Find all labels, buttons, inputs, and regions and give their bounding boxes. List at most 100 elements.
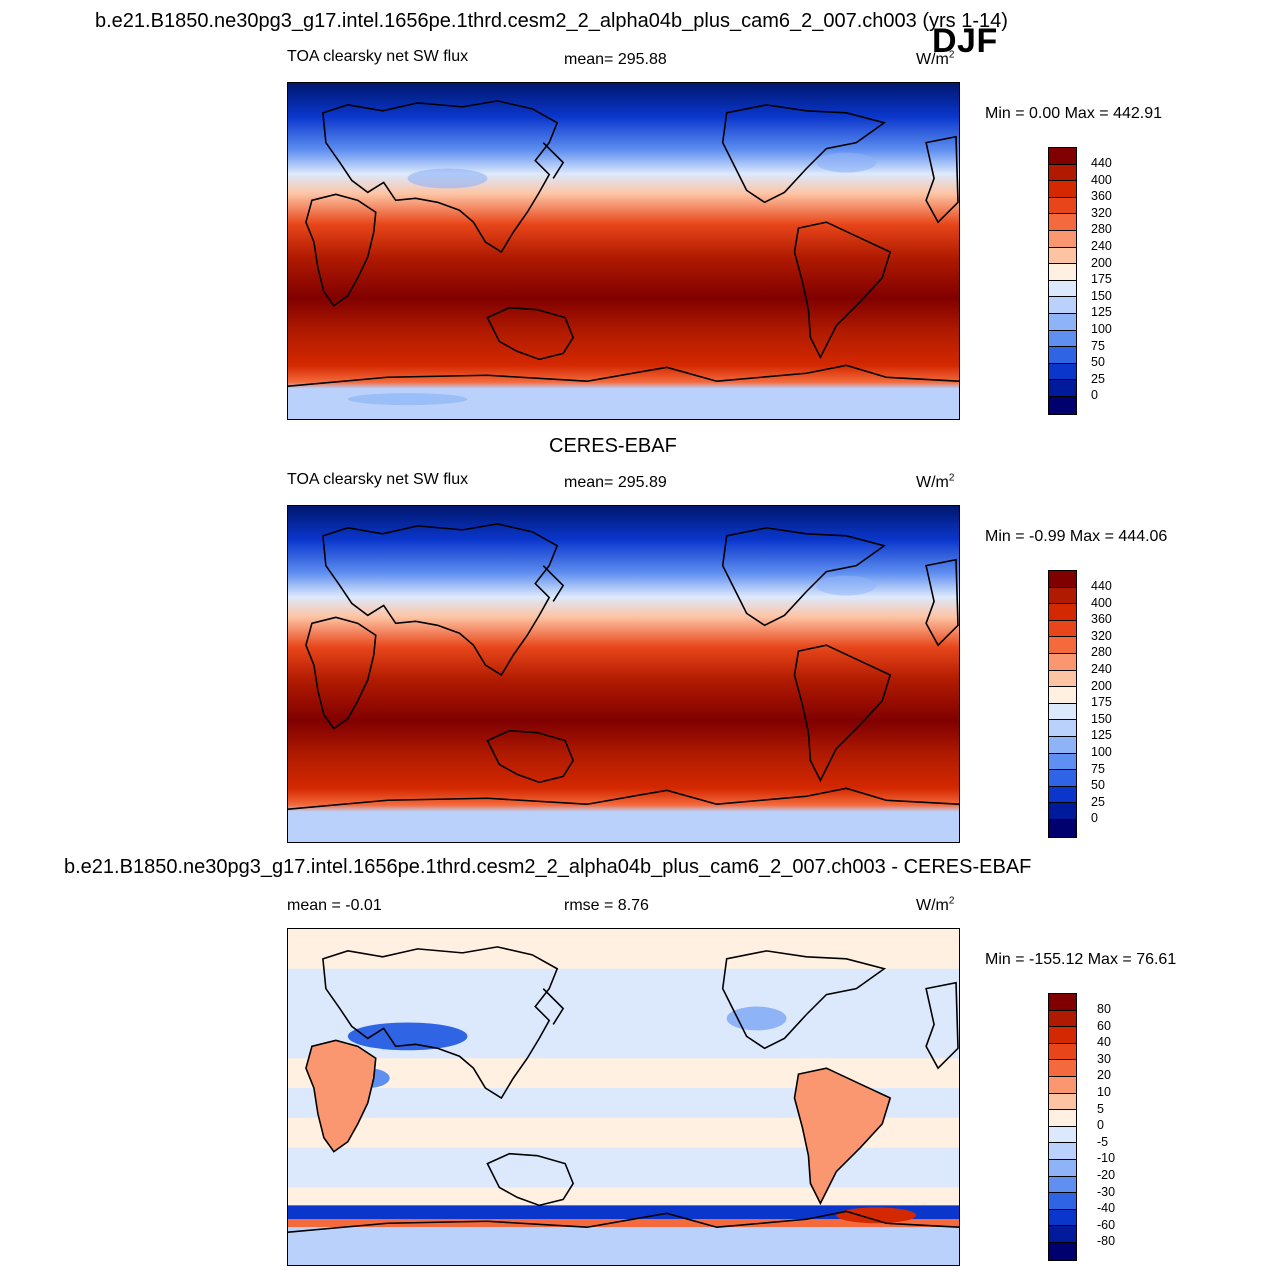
colorbar-tick-label: 75: [1091, 338, 1105, 353]
colorbar-swatch: [1049, 1043, 1076, 1061]
colorbar-tick-label: -60: [1097, 1217, 1116, 1232]
colorbar-swatch: [1049, 687, 1076, 704]
colorbar-swatch: [1049, 786, 1076, 804]
colorbar-tick-label: 175: [1091, 272, 1112, 287]
colorbar-swatch: [1049, 197, 1076, 215]
colorbar-swatch: [1049, 1076, 1076, 1094]
season-label: DJF: [932, 22, 998, 60]
panel3-rmse: rmse = 8.76: [564, 897, 649, 914]
colorbar-tick-label: 40: [1097, 1035, 1111, 1050]
colorbar-swatch: [1049, 587, 1076, 605]
difference-map: [288, 929, 959, 1265]
colorbar-tick-label: -20: [1097, 1167, 1116, 1182]
colorbar-tick-label: 10: [1097, 1084, 1111, 1099]
colorbar-swatch: [1049, 1093, 1076, 1111]
panel1-map: [287, 82, 960, 420]
colorbar-swatch: [1049, 703, 1076, 721]
panel1-colorbar-labels: 440 400 360 320 280 240 200 175 150 125 100 75 50 25 0: [1091, 155, 1112, 404]
colorbar-tick-label: 360: [1091, 612, 1112, 627]
colorbar-swatch: [1049, 363, 1076, 381]
panel2-units: W/m2: [916, 472, 955, 491]
colorbar-swatch: [1049, 1143, 1076, 1160]
colorbar-tick-label: 100: [1091, 744, 1112, 759]
colorbar-tick-label: -5: [1097, 1134, 1109, 1149]
colorbar-tick-label: 25: [1091, 371, 1105, 386]
panel2-map: [287, 505, 960, 843]
colorbar-swatch: [1049, 720, 1076, 737]
colorbar-swatch: [1049, 994, 1076, 1011]
colorbar-tick-label: 320: [1091, 205, 1112, 220]
colorbar-tick-label: 125: [1091, 728, 1112, 743]
colorbar-tick-label: 200: [1091, 678, 1112, 693]
colorbar-swatch: [1049, 1010, 1076, 1028]
colorbar-tick-label: 280: [1091, 645, 1112, 660]
panel1-minmax: Min = 0.00 Max = 442.91: [985, 105, 1162, 122]
panel3-colorbar-labels: 80 60 40 30 20 10 5 0 -5 -10 -20 -30 -40 -60 -80: [1097, 1001, 1115, 1250]
colorbar-tick-label: 75: [1091, 761, 1105, 776]
panel3-minmax: Min = -155.12 Max = 76.61: [985, 951, 1177, 968]
run-title: b.e21.B1850.ne30pg3_g17.intel.1656pe.1th…: [95, 10, 1008, 32]
colorbar-tick-label: -30: [1097, 1184, 1116, 1199]
colorbar-tick-label: 280: [1091, 222, 1112, 237]
panel1-variable: TOA clearsky net SW flux: [287, 48, 469, 65]
colorbar-swatch: [1049, 753, 1076, 771]
panel2-colorbar: [1048, 570, 1077, 838]
colorbar-swatch: [1049, 247, 1076, 265]
colorbar-swatch: [1049, 330, 1076, 348]
colorbar-swatch: [1049, 1209, 1076, 1227]
panel2-minmax: Min = -0.99 Max = 444.06: [985, 528, 1168, 545]
colorbar-swatch: [1049, 819, 1076, 837]
colorbar-swatch: [1049, 1176, 1076, 1194]
colorbar-swatch: [1049, 653, 1076, 671]
colorbar-swatch: [1049, 604, 1076, 621]
panel2-variable: TOA clearsky net SW flux: [287, 471, 469, 488]
colorbar-swatch: [1049, 297, 1076, 314]
colorbar-swatch: [1049, 1027, 1076, 1044]
colorbar-tick-label: 320: [1091, 628, 1112, 643]
colorbar-tick-label: 440: [1091, 579, 1112, 593]
panel3-mean: mean = -0.01: [287, 897, 382, 914]
colorbar-tick-label: 150: [1091, 288, 1112, 303]
colorbar-tick-label: 200: [1091, 255, 1112, 270]
colorbar-tick-label: -80: [1097, 1234, 1116, 1249]
panel3-units: W/m2: [916, 895, 955, 914]
colorbar-swatch: [1049, 181, 1076, 198]
panel1-colorbar: [1048, 147, 1077, 415]
colorbar-swatch: [1049, 148, 1076, 165]
model-map: [288, 83, 959, 419]
panel2-mean: mean= 295.89: [564, 474, 667, 491]
colorbar-tick-label: 175: [1091, 695, 1112, 710]
panel2-dataset-title: CERES-EBAF: [549, 435, 677, 457]
colorbar-swatch: [1049, 347, 1076, 364]
colorbar-tick-label: 5: [1097, 1101, 1104, 1116]
colorbar-swatch: [1049, 1060, 1076, 1077]
colorbar-swatch: [1049, 280, 1076, 298]
colorbar-swatch: [1049, 1126, 1076, 1144]
flux-field: [288, 506, 959, 842]
colorbar-tick-label: 25: [1091, 794, 1105, 809]
colorbar-swatch: [1049, 803, 1076, 820]
colorbar-swatch: [1049, 264, 1076, 281]
colorbar-swatch: [1049, 1226, 1076, 1243]
panel1-units: W/m2: [916, 49, 955, 68]
colorbar-tick-label: 80: [1097, 1002, 1111, 1016]
colorbar-tick-label: 0: [1091, 811, 1098, 826]
colorbar-tick-label: 30: [1097, 1051, 1111, 1066]
colorbar-tick-label: 400: [1091, 172, 1112, 187]
colorbar-tick-label: 440: [1091, 156, 1112, 170]
colorbar-swatch: [1049, 380, 1076, 397]
colorbar-swatch: [1049, 214, 1076, 231]
colorbar-tick-label: 0: [1091, 388, 1098, 403]
colorbar-swatch: [1049, 770, 1076, 787]
colorbar-swatch: [1049, 637, 1076, 654]
colorbar-swatch: [1049, 1193, 1076, 1210]
panel2-colorbar-labels: 440 400 360 320 280 240 200 175 150 125 100 75 50 25 0: [1091, 578, 1112, 827]
colorbar-tick-label: 0: [1097, 1118, 1104, 1133]
colorbar-tick-label: -40: [1097, 1201, 1116, 1216]
colorbar-tick-label: 50: [1091, 778, 1105, 793]
colorbar-tick-label: 60: [1097, 1018, 1111, 1033]
colorbar-swatch: [1049, 1159, 1076, 1177]
colorbar-swatch: [1049, 620, 1076, 638]
colorbar-swatch: [1049, 736, 1076, 754]
colorbar-swatch: [1049, 230, 1076, 248]
